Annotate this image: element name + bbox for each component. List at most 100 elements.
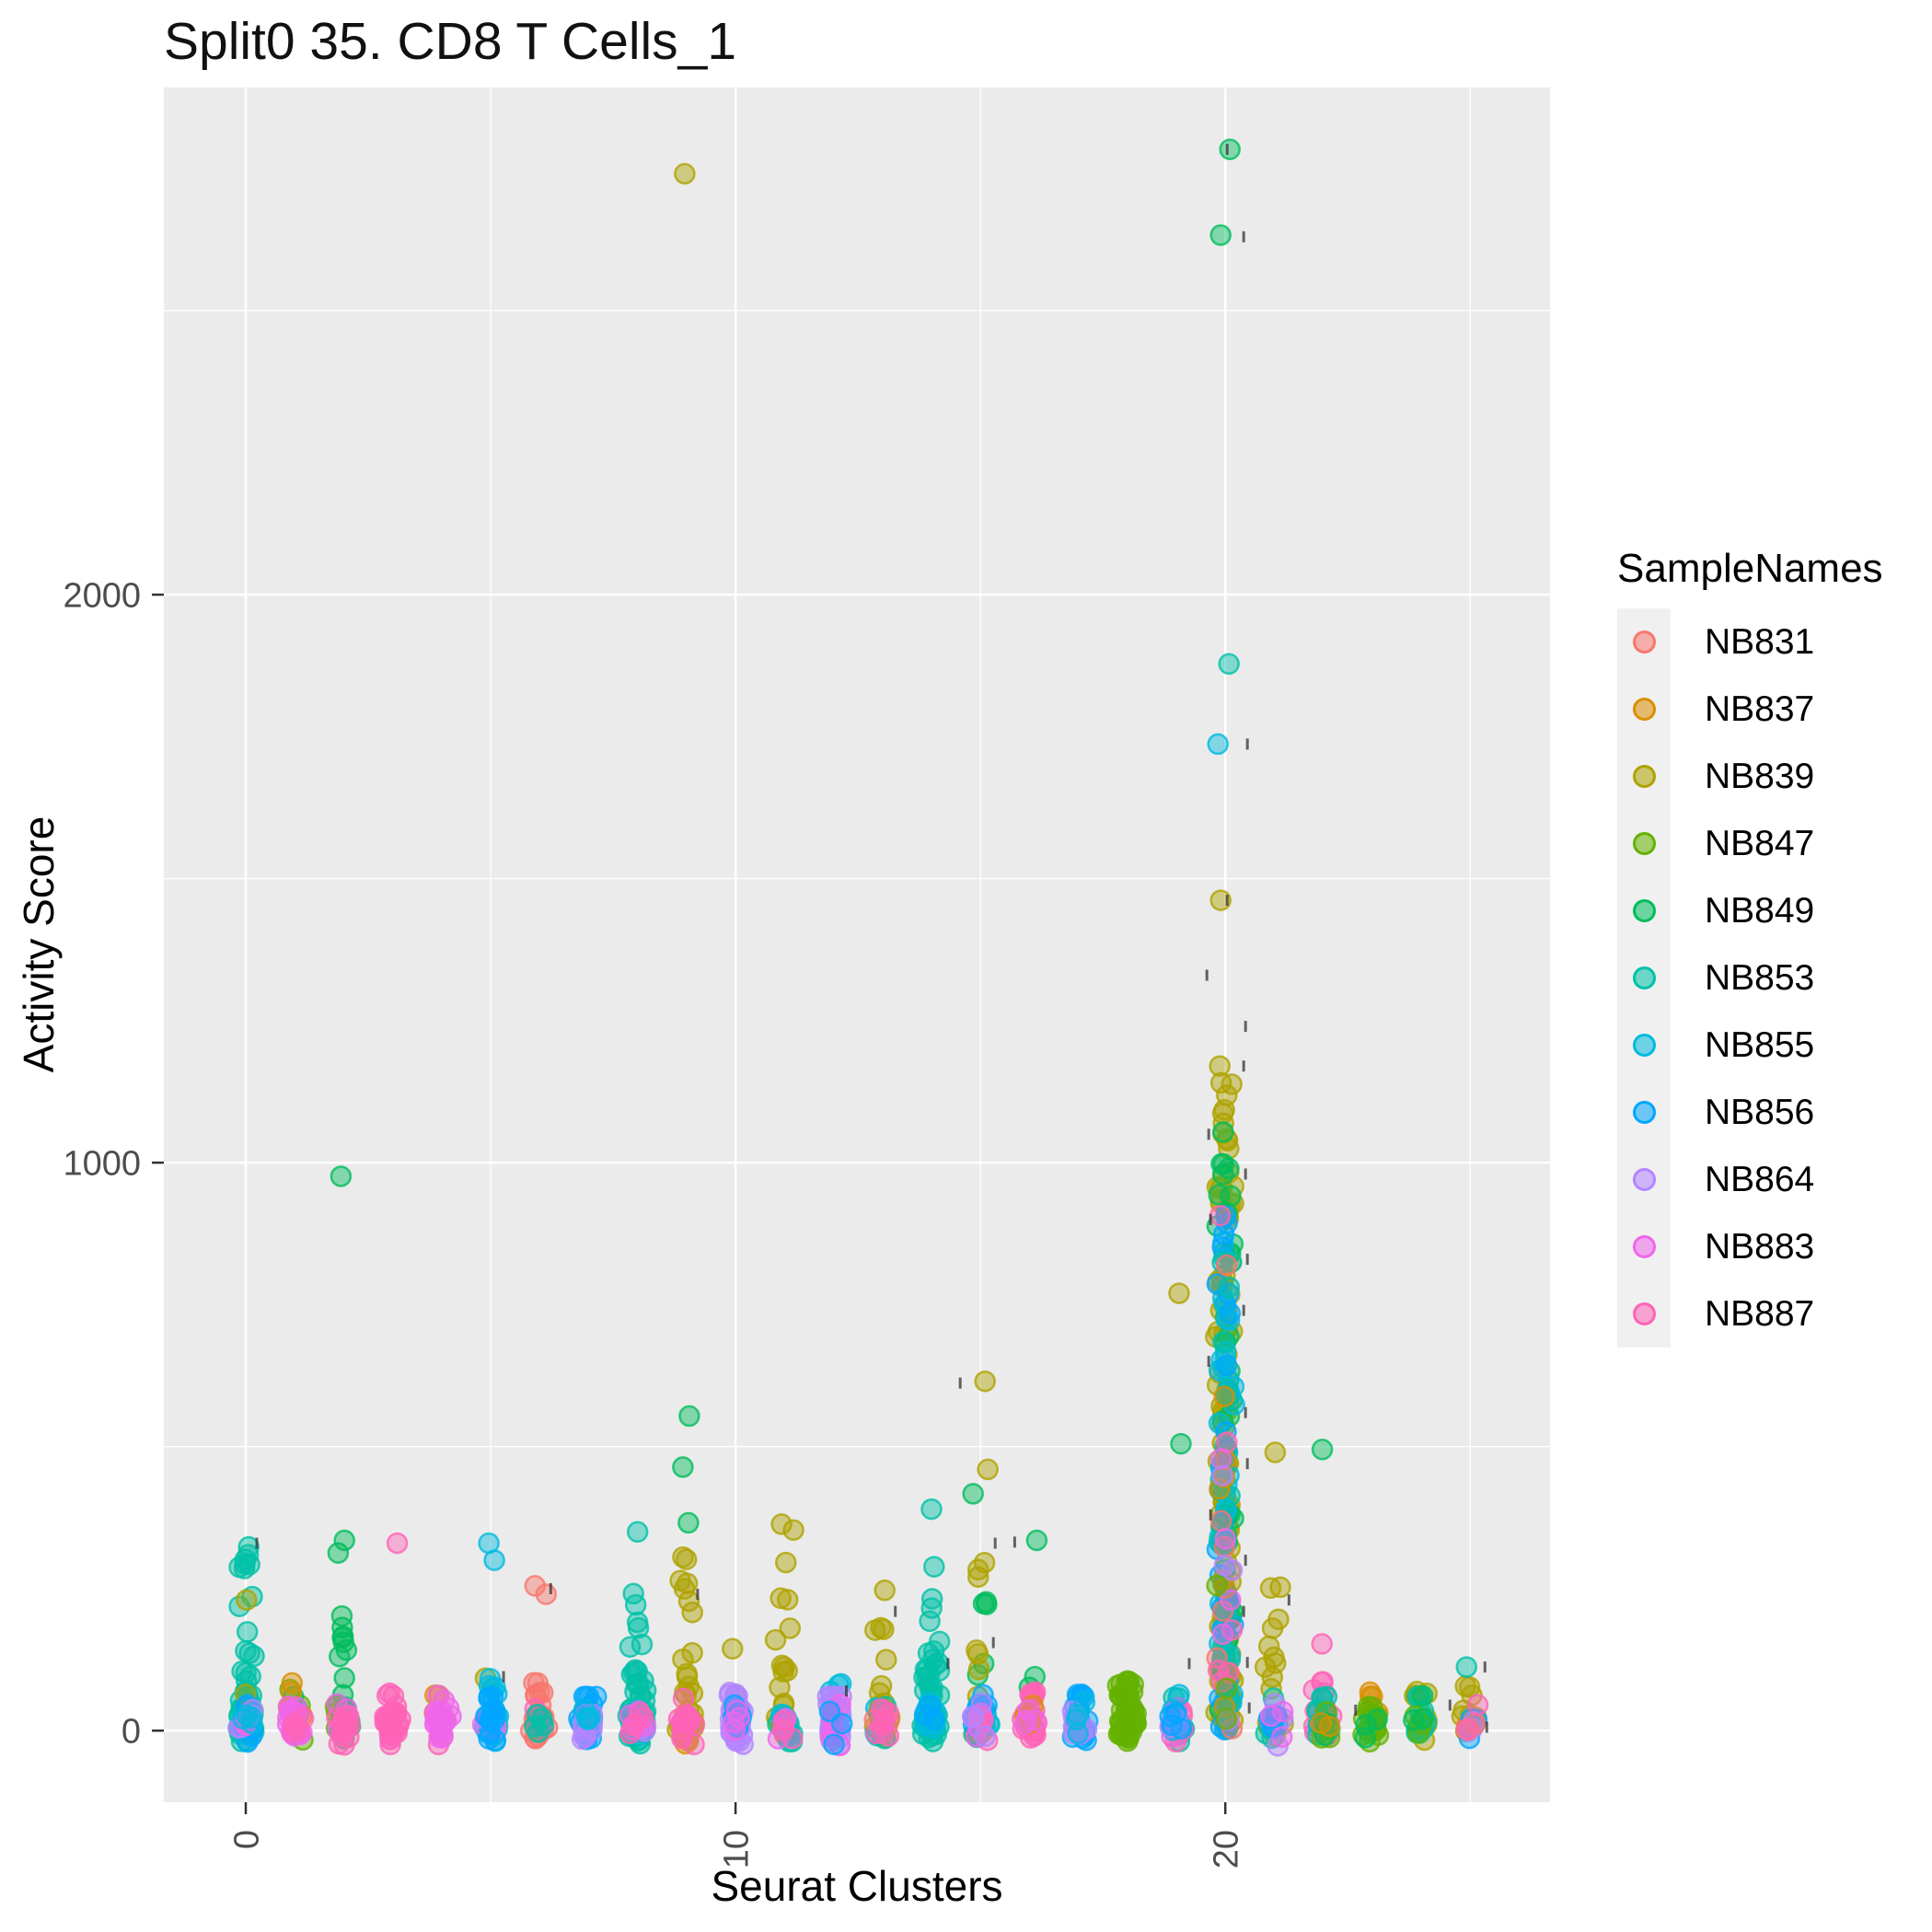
- legend-item-NB883: NB883: [1617, 1213, 1883, 1280]
- x-tick-label: 10: [717, 1830, 756, 1868]
- data-point: [1218, 653, 1240, 676]
- legend-item-NB856: NB856: [1617, 1079, 1883, 1146]
- data-point: [818, 1700, 841, 1723]
- data-point: [870, 1616, 892, 1639]
- data-point: [672, 1456, 694, 1478]
- dash-mark: [1207, 1128, 1210, 1140]
- dash-mark: [1242, 1605, 1245, 1617]
- x-axis-title: Seurat Clusters: [711, 1862, 1003, 1910]
- data-point: [1161, 1714, 1183, 1737]
- data-point: [232, 1707, 254, 1730]
- data-point: [1067, 1704, 1089, 1726]
- data-point: [484, 1730, 507, 1752]
- data-point: [1261, 1617, 1284, 1639]
- data-point: [870, 1697, 893, 1720]
- dash-mark: [1354, 1705, 1358, 1716]
- data-point: [1216, 1677, 1238, 1699]
- data-point: [1218, 1276, 1241, 1299]
- dash-mark: [549, 1583, 552, 1594]
- data-point: [977, 1458, 999, 1481]
- data-point: [1168, 1683, 1190, 1706]
- data-point: [1219, 138, 1241, 161]
- legend-key-box: [1617, 608, 1671, 676]
- data-point: [1213, 1385, 1235, 1408]
- legend-key-box: [1617, 877, 1671, 944]
- legend-swatch-icon: [1632, 1101, 1656, 1124]
- data-point: [237, 1544, 260, 1566]
- data-point: [1209, 224, 1232, 247]
- data-point: [1455, 1718, 1478, 1741]
- data-point: [1259, 1577, 1282, 1600]
- legend-title: SampleNames: [1617, 546, 1883, 591]
- data-point: [427, 1684, 449, 1706]
- data-point: [1354, 1727, 1377, 1749]
- legend-item-label: NB831: [1705, 621, 1815, 662]
- data-point: [236, 1589, 258, 1612]
- data-point: [1260, 1705, 1282, 1728]
- dash-mark: [1245, 738, 1249, 750]
- y-tick-label: 2000: [63, 576, 141, 615]
- dash-mark: [1207, 1356, 1210, 1368]
- legend-item-NB831: NB831: [1617, 608, 1883, 676]
- legend-swatch-icon: [1632, 698, 1656, 721]
- legend-item-label: NB839: [1705, 756, 1815, 796]
- legend-item-NB855: NB855: [1617, 1012, 1883, 1079]
- data-point: [1220, 1185, 1242, 1208]
- dash-mark: [696, 1589, 700, 1601]
- data-point: [773, 1656, 795, 1678]
- dash-mark: [845, 1685, 848, 1697]
- legend-item-NB847: NB847: [1617, 810, 1883, 877]
- dash-mark: [1245, 1458, 1249, 1470]
- data-point: [1168, 1282, 1190, 1304]
- data-point: [678, 1405, 700, 1428]
- data-point: [331, 1626, 353, 1649]
- dash-mark: [946, 1658, 950, 1670]
- data-point: [865, 1722, 887, 1744]
- legend-swatch-icon: [1632, 832, 1656, 855]
- dash-mark: [1244, 1168, 1247, 1180]
- data-point: [1212, 1331, 1234, 1353]
- data-point: [237, 1535, 260, 1558]
- legend-item-label: NB887: [1705, 1293, 1815, 1334]
- data-point: [1122, 1700, 1144, 1722]
- data-point: [1211, 1623, 1234, 1646]
- data-point: [626, 1660, 649, 1683]
- data-point: [386, 1721, 409, 1744]
- dash-mark: [1245, 1254, 1249, 1266]
- dash-mark: [1242, 1060, 1245, 1072]
- legend-swatch-icon: [1632, 966, 1656, 989]
- data-point: [776, 1589, 799, 1611]
- data-point: [1455, 1656, 1478, 1678]
- dash-mark: [1247, 1702, 1251, 1714]
- legend-key-box: [1617, 1146, 1671, 1213]
- data-point: [962, 1706, 985, 1730]
- dash-mark: [1012, 1536, 1016, 1548]
- data-point: [631, 1633, 654, 1656]
- legend-item-NB853: NB853: [1617, 944, 1883, 1012]
- data-point: [626, 1611, 649, 1634]
- dash-mark: [991, 1637, 995, 1649]
- dash-mark: [993, 1537, 997, 1549]
- data-point: [1073, 1691, 1096, 1714]
- data-point: [330, 1604, 353, 1627]
- data-point: [1315, 1685, 1338, 1707]
- data-point: [576, 1707, 598, 1730]
- data-point: [483, 1704, 506, 1726]
- dash-mark: [1242, 1304, 1245, 1316]
- data-point: [722, 1637, 744, 1660]
- data-point: [671, 1724, 694, 1746]
- data-point: [1454, 1675, 1476, 1697]
- data-point: [1211, 1464, 1233, 1487]
- data-point: [1311, 1439, 1334, 1461]
- data-point: [966, 1639, 988, 1661]
- data-point: [1466, 1694, 1489, 1717]
- legend-swatch-icon: [1632, 1235, 1656, 1258]
- legend-item-NB849: NB849: [1617, 877, 1883, 944]
- data-point: [974, 1725, 996, 1748]
- data-point: [328, 1732, 351, 1755]
- data-point: [779, 1617, 802, 1639]
- dash-mark: [502, 1671, 505, 1683]
- data-point: [823, 1733, 845, 1755]
- data-point: [1207, 1659, 1230, 1682]
- data-point: [873, 1579, 896, 1602]
